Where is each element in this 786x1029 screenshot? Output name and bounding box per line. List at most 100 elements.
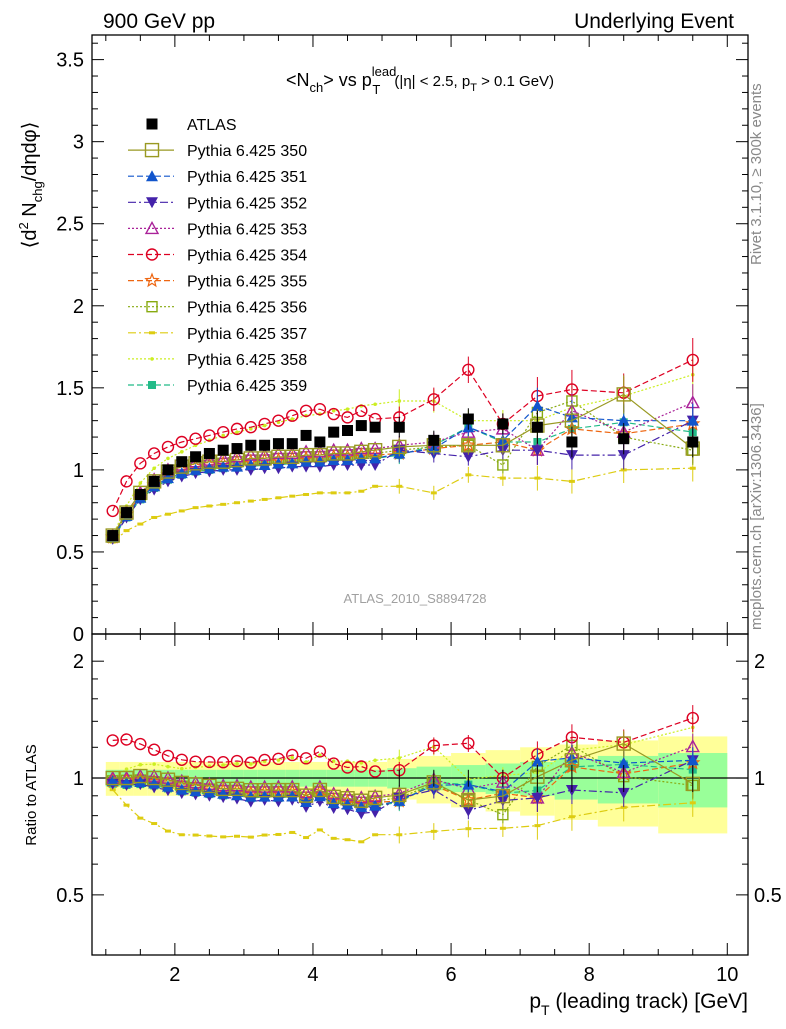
data-point [259, 439, 271, 451]
data-point [174, 775, 189, 791]
data-point [344, 491, 351, 495]
plot-title: <Nch> vs plead T (|η| < 2.5, pT > 0.1 GeV… [286, 64, 554, 97]
data-point [495, 438, 511, 453]
data-point [175, 435, 188, 449]
data-point [304, 760, 308, 764]
data-point [123, 803, 130, 807]
data-point [534, 824, 541, 828]
data-point [144, 272, 160, 288]
data-point [107, 530, 119, 542]
data-point [341, 798, 354, 810]
ratio-series-line [112, 717, 693, 779]
legend: ATLAS Pythia 6.425 350 Pythia 6.425 351 Pyt… [128, 117, 307, 395]
data-point [373, 402, 377, 407]
data-point [146, 197, 158, 209]
legend-label: Pythia 6.425 352 [187, 195, 307, 212]
y-tick-label: 2.5 [56, 214, 84, 236]
data-point [152, 762, 156, 766]
data-point [298, 788, 314, 803]
data-point [686, 414, 699, 426]
legend-entry: Pythia 6.425 352 [128, 195, 307, 212]
data-point [687, 436, 699, 448]
data-point [179, 766, 184, 771]
data-point [247, 499, 254, 503]
data-point [138, 481, 143, 485]
x-tick-label: 8 [584, 964, 595, 986]
data-point [119, 770, 134, 786]
ratio-frame [91, 633, 749, 956]
data-point [148, 381, 156, 389]
series-line [112, 421, 693, 540]
data-point [499, 476, 506, 480]
data-point [689, 801, 696, 805]
analysis-id-label: ATLAS_2010_S8894728 [344, 591, 487, 606]
data-point [229, 781, 245, 797]
data-point [285, 449, 300, 464]
data-point [461, 792, 476, 808]
data-point [162, 464, 174, 476]
data-point [331, 409, 336, 413]
data-point [243, 451, 259, 466]
data-point [120, 475, 133, 488]
data-point [261, 833, 268, 837]
data-point [203, 429, 216, 442]
data-point [497, 459, 509, 471]
data-point [249, 762, 253, 766]
data-point [148, 475, 160, 487]
y-tick-label: 2 [73, 296, 84, 318]
data-point [145, 248, 159, 261]
data-point [144, 220, 160, 235]
data-point [166, 764, 170, 769]
legend-entry: Pythia 6.425 357 [128, 326, 307, 343]
ratio-panel: 2 4 6 8 10 0.5 0.5 1 1 2 2 [56, 633, 782, 986]
data-point [534, 476, 541, 480]
data-point [617, 757, 630, 769]
data-point [326, 446, 341, 461]
data-point [221, 763, 225, 767]
data-point [344, 838, 351, 842]
data-point [272, 752, 285, 766]
legend-label: Pythia 6.425 355 [187, 274, 307, 291]
series-0 [107, 408, 699, 542]
data-point [340, 446, 355, 461]
data-point [462, 737, 475, 750]
data-point [146, 301, 158, 313]
data-point [134, 489, 146, 501]
ratio-series-line [112, 762, 693, 805]
data-point [261, 497, 268, 501]
legend-label: Pythia 6.425 359 [187, 378, 307, 395]
data-point [106, 774, 119, 786]
data-point [430, 491, 437, 495]
data-point [206, 504, 213, 508]
data-point [359, 761, 364, 765]
data-point [151, 822, 158, 826]
data-point [355, 420, 367, 432]
ratio-y-tick-label-right: 0.5 [754, 885, 782, 907]
data-point [257, 451, 272, 466]
data-point [326, 789, 341, 805]
y-tick-label: 1 [73, 460, 84, 482]
data-point [230, 754, 244, 768]
data-point [271, 782, 286, 798]
data-point [427, 739, 441, 752]
data-point [134, 457, 147, 470]
data-point [220, 502, 227, 506]
data-point [616, 736, 631, 751]
data-point [312, 782, 328, 798]
data-point [355, 800, 368, 812]
data-point [124, 767, 129, 771]
mcplots-reference-label: mcplots.cern.ch [arXiv:1306.3436] [748, 403, 765, 630]
data-point [312, 447, 328, 463]
data-point [119, 505, 134, 520]
data-point [221, 433, 225, 438]
data-point [396, 833, 403, 837]
data-point [497, 808, 509, 821]
data-point [151, 515, 158, 519]
data-point [568, 479, 575, 483]
data-point [121, 507, 133, 519]
data-point [616, 387, 631, 402]
data-point [462, 805, 475, 817]
data-point [318, 753, 322, 757]
data-point [392, 439, 407, 455]
data-point [105, 528, 120, 543]
